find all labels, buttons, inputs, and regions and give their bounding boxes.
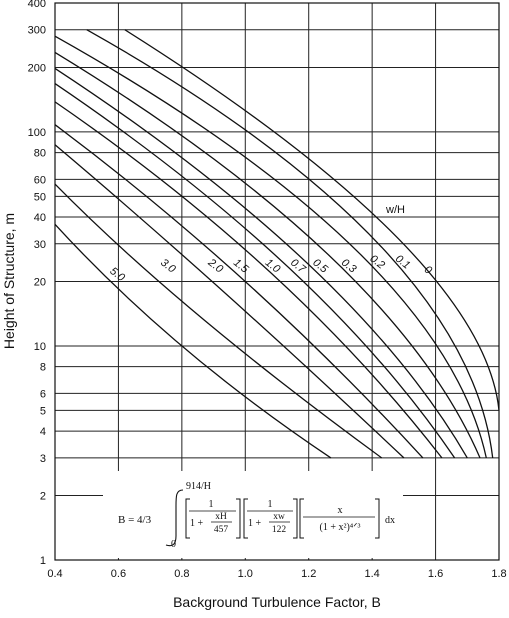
curve-labels: 5.0 3.0 2.0 1.5 1.0 0.7 0.5 0.3 0.2 0.1 0 xyxy=(107,253,434,285)
curve-wh-0-5 xyxy=(54,67,468,459)
y-tick-label: 60 xyxy=(34,174,46,186)
f3-num: x xyxy=(338,505,343,516)
y-tick-label: 200 xyxy=(28,62,46,74)
tick-labels: 0.4 0.6 0.8 1.0 1.2 1.4 1.6 1.81234568102030405… xyxy=(28,0,507,580)
y-tick-label: 20 xyxy=(34,277,46,289)
curve-wh-3-0 xyxy=(54,183,383,459)
axes xyxy=(54,2,500,561)
f3-den: (1 + x²)⁴ᐟ³ xyxy=(319,522,360,533)
f1-num: 1 xyxy=(209,499,214,510)
formula-box xyxy=(103,471,403,558)
f2-den-prefix: 1 + xyxy=(248,518,262,529)
f2-inner-den: 122 xyxy=(272,525,287,535)
curve-wh-0-7 xyxy=(54,83,456,459)
curve-wh-1-5 xyxy=(54,124,424,459)
x-tick-label: 1.8 xyxy=(491,568,506,580)
y-tick-label: 8 xyxy=(40,362,46,374)
x-axis-title: Background Turbulence Factor, B xyxy=(173,594,381,610)
y-tick-label: 50 xyxy=(34,191,46,203)
y-tick-label: 4 xyxy=(40,426,46,438)
bracket-left-2 xyxy=(243,498,248,539)
curve-wh-0-1 xyxy=(86,29,494,458)
x-tick-label: 1.4 xyxy=(364,568,379,580)
f2-num: 1 xyxy=(268,499,273,510)
legend-title: w/H xyxy=(385,204,405,216)
formula: B = 4/3 914/H 0 1 1 + xH 457 1 1 + xw 12… xyxy=(118,481,395,550)
curve-wh-2-0 xyxy=(54,144,405,459)
f1-inner-den: 457 xyxy=(214,525,229,535)
plot-frame xyxy=(54,2,500,561)
integral-lower-limit: 0 xyxy=(171,539,176,550)
y-tick-label: 6 xyxy=(40,388,46,400)
formula-dx: dx xyxy=(385,515,395,526)
f1-inner-num: xH xyxy=(215,512,227,522)
f2-inner-num: xw xyxy=(273,512,285,522)
y-tick-label: 40 xyxy=(34,212,46,224)
curve-wh-0-3 xyxy=(54,51,481,459)
y-tick-label: 1 xyxy=(40,555,46,567)
f1-den-prefix: 1 + xyxy=(190,518,204,529)
curve-wh-1-0 xyxy=(54,101,443,459)
y-tick-label: 30 xyxy=(34,239,46,251)
bracket-right-3 xyxy=(375,498,380,539)
formula-lhs: B = 4/3 xyxy=(118,514,152,526)
y-tick-label: 400 xyxy=(28,0,46,10)
curve-group xyxy=(54,29,500,459)
y-tick-label: 2 xyxy=(40,491,46,503)
x-tick-label: 0.6 xyxy=(111,568,126,580)
x-tick-label: 1.2 xyxy=(301,568,316,580)
curve-wh-0-2 xyxy=(54,35,487,459)
y-tick-label: 300 xyxy=(28,25,46,37)
integral-sign xyxy=(165,489,184,547)
bracket-left-3 xyxy=(299,498,304,539)
y-tick-label: 80 xyxy=(34,148,46,160)
y-tick-label: 5 xyxy=(40,405,46,417)
x-tick-label: 1.0 xyxy=(238,568,253,580)
x-tick-label: 0.4 xyxy=(47,568,62,580)
bracket-left-1 xyxy=(185,498,190,539)
bracket-right-2 xyxy=(293,498,298,539)
x-tick-label: 0.8 xyxy=(174,568,189,580)
bracket-right-1 xyxy=(236,498,241,539)
x-tick-label: 1.6 xyxy=(428,568,443,580)
curve-wh-0 xyxy=(124,29,500,411)
integral-upper-limit: 914/H xyxy=(186,481,211,492)
y-tick-label: 100 xyxy=(28,127,46,139)
y-axis-title: Height of Structure, m xyxy=(1,213,17,349)
curve-wh-5-0 xyxy=(54,223,332,459)
y-tick-label: 3 xyxy=(40,453,46,465)
y-tick-label: 10 xyxy=(34,341,46,353)
